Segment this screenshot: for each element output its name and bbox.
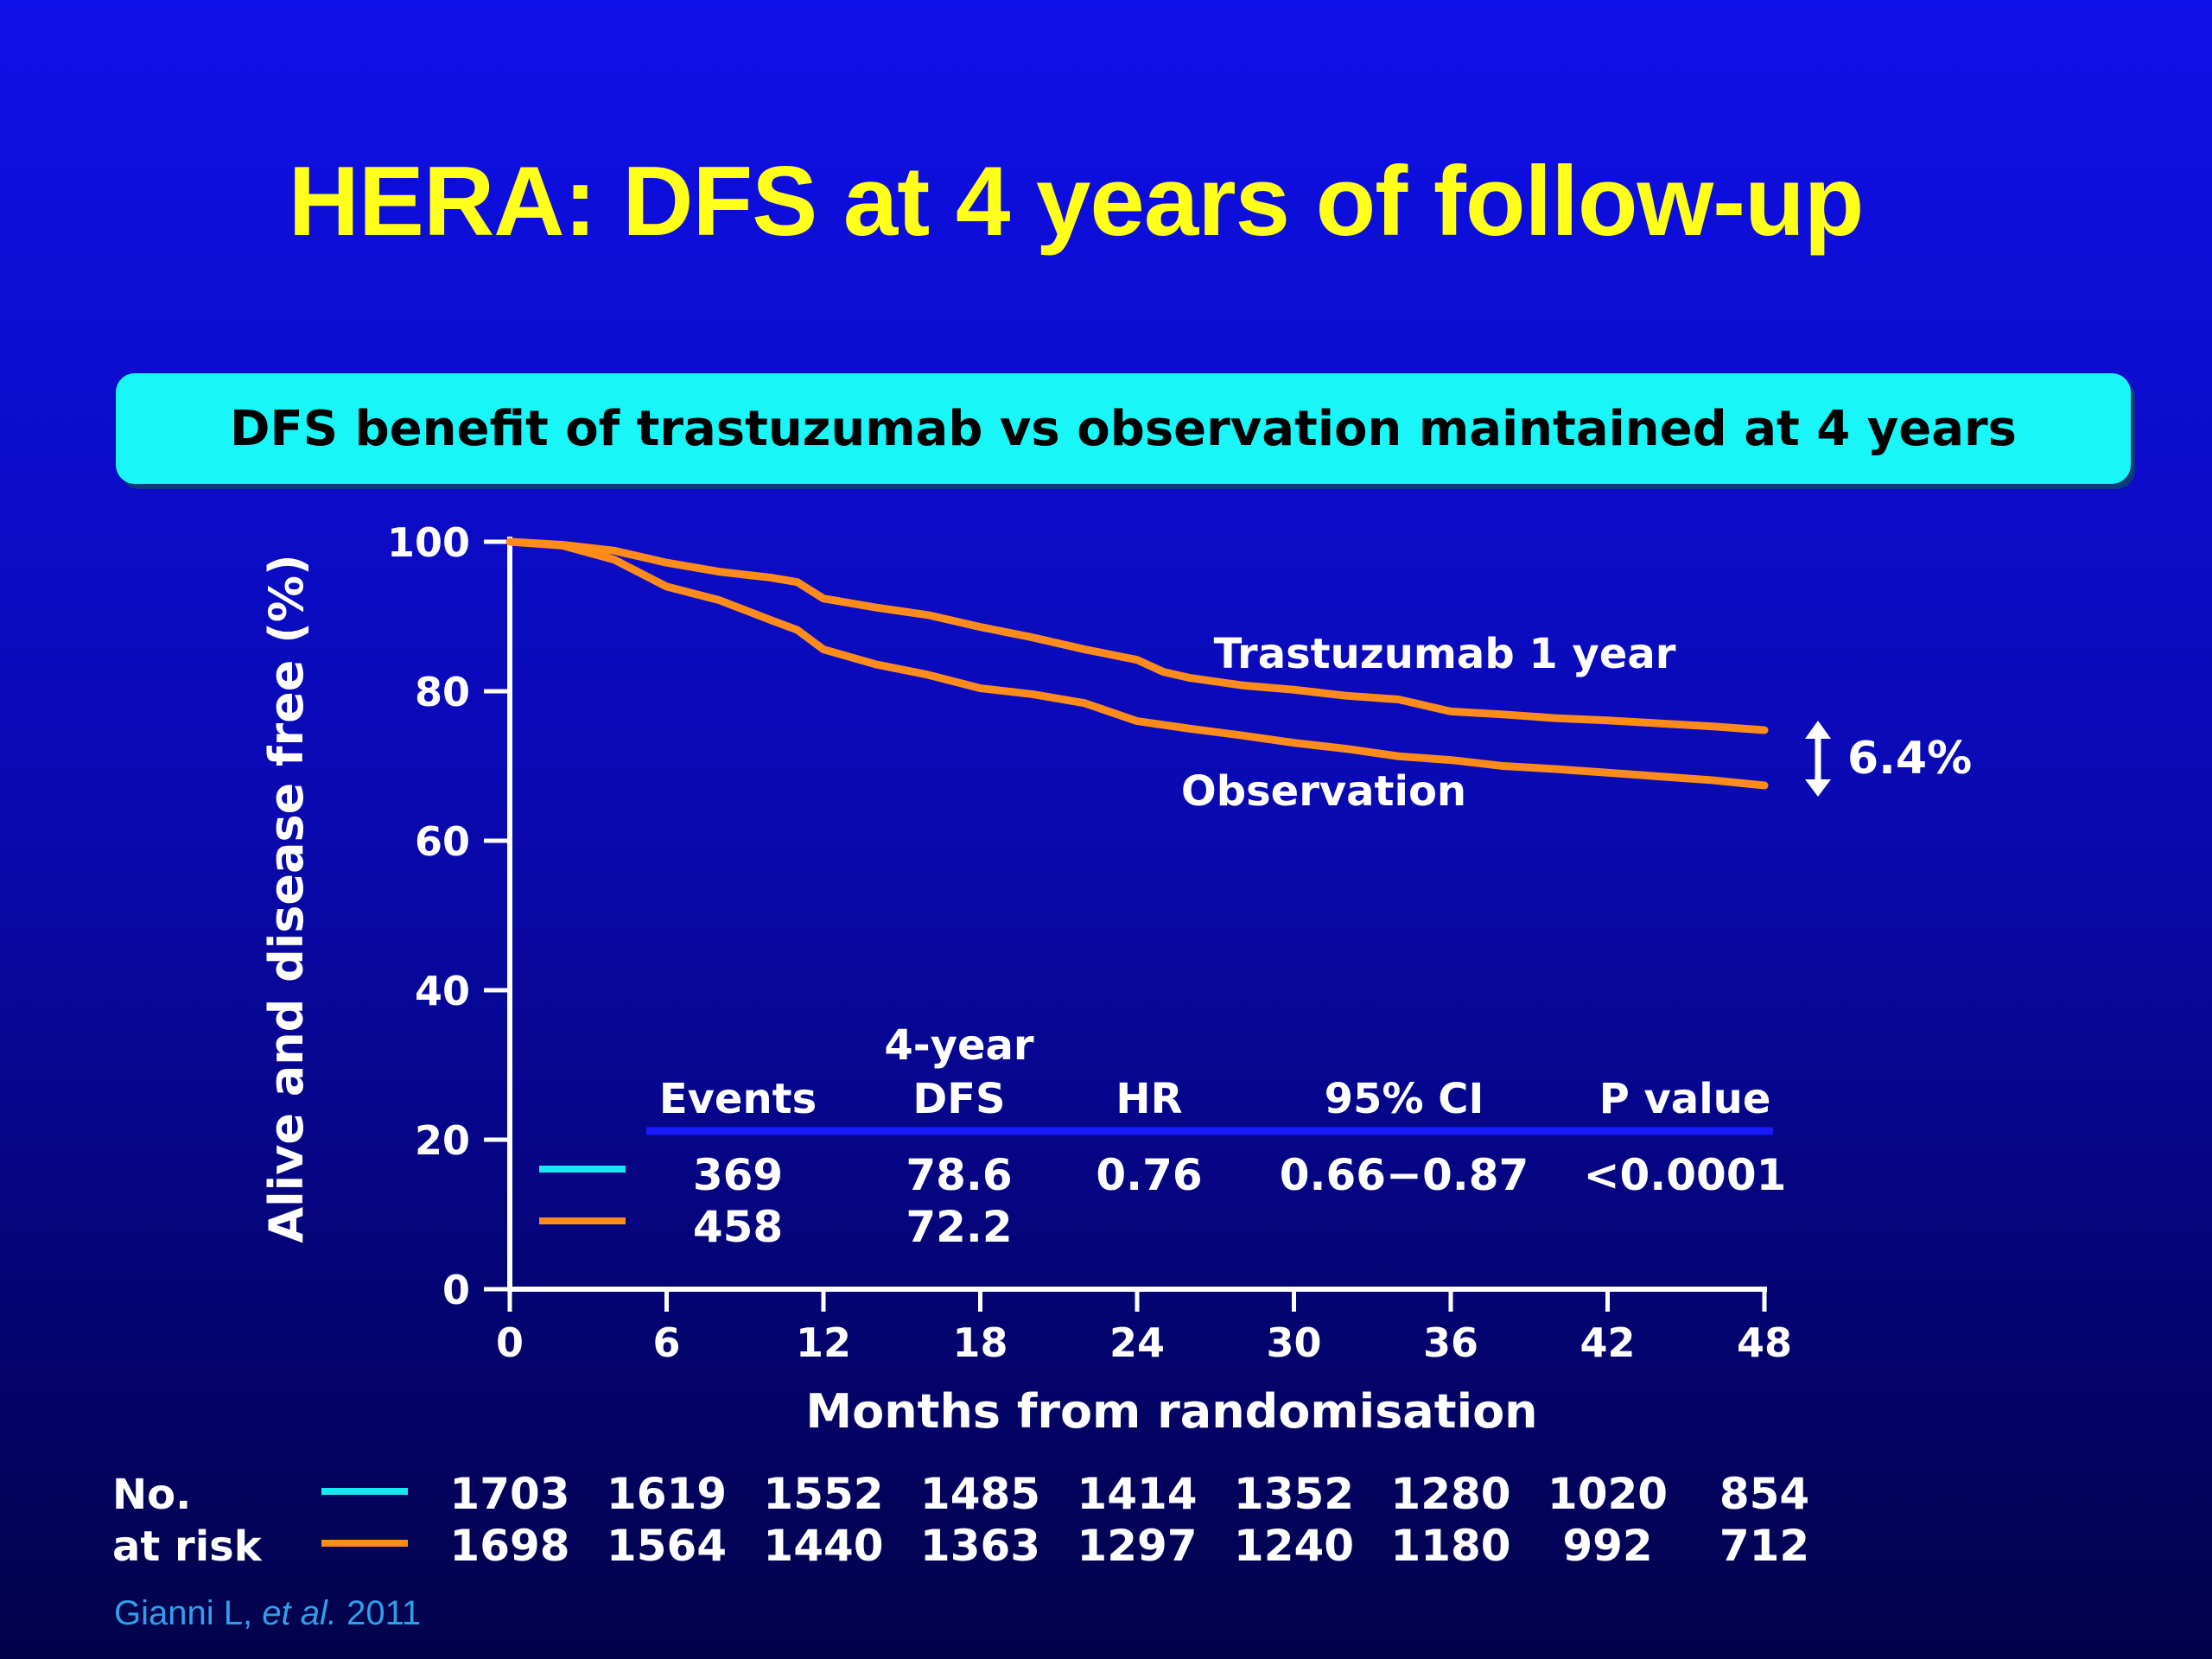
y-tick-label: 80 (415, 669, 470, 715)
table-cell-dfs: 72.2 (906, 1202, 1012, 1252)
table-cell-events: 458 (693, 1202, 783, 1252)
at-risk-value: 854 (1719, 1469, 1809, 1519)
y-tick-label: 0 (442, 1267, 470, 1313)
citation: Gianni L, et al. 2011 (114, 1594, 421, 1633)
at-risk-value: 1020 (1548, 1469, 1668, 1519)
citation-etal: et al. (262, 1594, 337, 1632)
slide-title: HERA: DFS at 4 years of follow-up (288, 147, 1865, 257)
x-tick-label: 6 (652, 1319, 680, 1366)
at-risk-table: No.at risk 1703 1619 1552 1485 1414 1352 1280 10… (112, 1469, 1809, 1571)
x-axis-title: Months from randomisation (805, 1384, 1537, 1439)
table-cell-p: <0.0001 (1584, 1150, 1787, 1200)
at-risk-label-line1: No. (112, 1471, 191, 1519)
x-tick-label: 42 (1580, 1319, 1635, 1366)
y-axis-title: Alive and disease free (%) (259, 554, 314, 1243)
at-risk-value: 712 (1719, 1521, 1809, 1571)
at-risk-value: 1552 (763, 1469, 883, 1519)
chart-labels: Trastuzumab 1 year Observation 6.4% (1181, 630, 1972, 816)
at-risk-value: 992 (1562, 1521, 1652, 1571)
banner-text: DFS benefit of trastuzumab vs observatio… (230, 400, 2017, 457)
at-risk-value: 1352 (1234, 1469, 1354, 1519)
difference-arrow-up (1805, 721, 1831, 739)
x-tick-label: 24 (1109, 1319, 1165, 1366)
chart-axes: 0 20 40 60 80 100 0 6 12 18 24 30 36 42 48 Months from … (259, 519, 1792, 1439)
x-tick-label: 0 (496, 1319, 524, 1366)
observation-curve (505, 537, 1769, 790)
table-header-hr: HR (1116, 1075, 1182, 1123)
at-risk-value: 1297 (1077, 1521, 1197, 1571)
at-risk-value: 1363 (920, 1521, 1040, 1571)
observation-curve-label: Observation (1181, 767, 1466, 816)
key-message-banner: DFS benefit of trastuzumab vs observatio… (116, 373, 2131, 484)
table-header-ci: 95% CI (1325, 1075, 1484, 1123)
table-header-4year: 4-year (884, 1021, 1034, 1070)
x-tick-label: 12 (796, 1319, 851, 1366)
x-tick-label: 30 (1266, 1319, 1321, 1366)
at-risk-value: 1698 (449, 1521, 569, 1571)
at-risk-value: 1414 (1077, 1469, 1197, 1519)
difference-value: 6.4% (1847, 733, 1972, 785)
at-risk-value: 1485 (920, 1469, 1040, 1519)
table-cell-ci: 0.66−0.87 (1280, 1150, 1529, 1200)
difference-arrow-down (1805, 779, 1831, 797)
at-risk-label-line2: at risk (112, 1522, 263, 1571)
y-tick-label: 100 (387, 519, 470, 566)
y-tick-label: 60 (415, 818, 470, 865)
at-risk-value: 1703 (449, 1469, 569, 1519)
stats-table: Events 4-year DFS HR 95% CI P value 369 78.6 0.7… (539, 1021, 1786, 1252)
at-risk-value: 1180 (1390, 1521, 1510, 1571)
table-cell-events: 369 (693, 1150, 783, 1200)
table-header-p: P value (1599, 1075, 1771, 1123)
at-risk-value: 1240 (1234, 1521, 1354, 1571)
table-header-events: Events (659, 1075, 817, 1123)
x-tick-label: 36 (1423, 1319, 1478, 1366)
x-tick-label: 48 (1737, 1319, 1792, 1366)
at-risk-value: 1280 (1390, 1469, 1510, 1519)
trastuzumab-curve (505, 537, 1769, 734)
at-risk-value: 1564 (607, 1521, 727, 1571)
table-header-dfs: DFS (912, 1075, 1005, 1123)
at-risk-value: 1619 (607, 1469, 727, 1519)
citation-author: Gianni L, (114, 1594, 253, 1632)
y-tick-label: 20 (415, 1117, 470, 1164)
trastuzumab-curve-label: Trastuzumab 1 year (1214, 630, 1676, 678)
chart-curves (505, 537, 1769, 790)
table-cell-dfs: 78.6 (906, 1150, 1012, 1200)
y-tick-label: 40 (415, 968, 470, 1014)
table-cell-hr: 0.76 (1096, 1150, 1202, 1200)
at-risk-value: 1440 (763, 1521, 883, 1571)
x-tick-label: 18 (952, 1319, 1007, 1366)
citation-year: 2011 (346, 1594, 422, 1632)
